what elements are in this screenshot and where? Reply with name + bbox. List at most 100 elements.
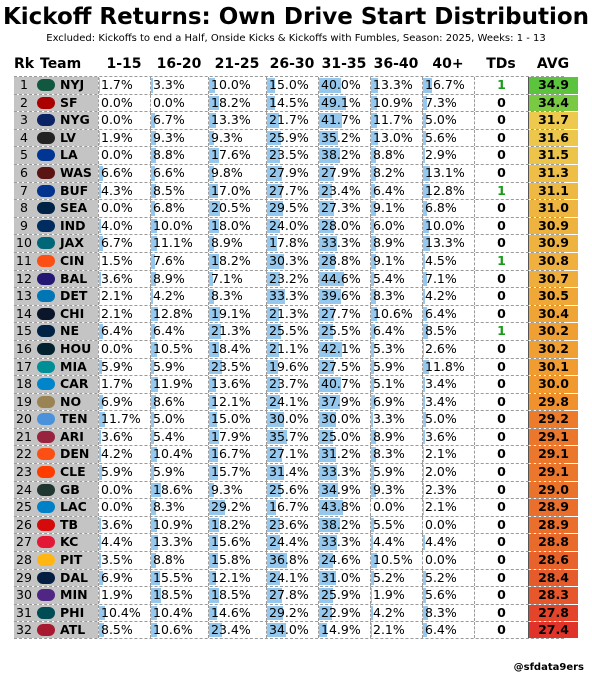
pct-value: 23.6% — [269, 516, 309, 532]
pct-bar — [267, 412, 284, 427]
pct-value: 25.5% — [321, 323, 361, 339]
pct-cell: 41.7% — [318, 112, 370, 129]
pct-bar — [151, 570, 160, 586]
pct-cell: 9.3% — [370, 481, 422, 499]
pct-cell: 2.6% — [422, 340, 474, 358]
table-row: 22 DEN 4.2% 10.4% 16.7% 27.1% 31.2% 8.3% 2.1% 0 29… — [14, 445, 578, 464]
pct-bar — [209, 447, 219, 463]
pct-value: 8.8% — [153, 552, 185, 568]
team-cell: NYG — [34, 112, 98, 129]
td-cell: 0 — [474, 587, 528, 604]
pct-value: 7.1% — [425, 270, 457, 286]
pct-value: 29.2% — [269, 604, 309, 620]
pct-bar — [151, 78, 153, 93]
pct-cell: 21.3% — [266, 305, 318, 323]
pct-cell: 6.4% — [150, 323, 208, 340]
team-cell: DET — [34, 288, 98, 305]
pct-bar — [267, 253, 284, 269]
pct-cell: 25.9% — [266, 129, 318, 147]
pct-cell: 13.3% — [370, 77, 422, 94]
pct-bar — [423, 165, 431, 181]
pct-bar — [151, 113, 155, 128]
pct-cell: 9.3% — [208, 129, 266, 147]
pct-cell: 8.6% — [150, 393, 208, 411]
pct-bar — [209, 341, 220, 357]
team-abbr: DAL — [60, 569, 89, 585]
pct-value: 6.7% — [101, 235, 133, 251]
header-bucket-26-30: 26-30 — [269, 56, 315, 72]
pct-bar — [371, 447, 376, 463]
table-row: 2 SF 0.0% 0.0% 18.2% 14.5% 49.1% 10.9% 7.3% 0 34.4 — [14, 93, 578, 112]
rank-cell: 8 — [14, 200, 34, 217]
rank-cell: 18 — [14, 376, 34, 393]
pct-bar — [319, 78, 341, 93]
pct-bar — [209, 306, 220, 322]
avg-cell: 28.8 — [528, 534, 578, 552]
pct-bar — [151, 535, 159, 551]
pct-bar — [99, 306, 101, 322]
pct-bar — [209, 570, 216, 586]
table-row: 8 SEA 0.0% 6.8% 20.5% 29.5% 27.3% 9.1% 6.8% 0 31.0 — [14, 199, 578, 217]
td-cell: 0 — [474, 534, 528, 552]
pct-bar — [209, 517, 219, 533]
pct-value: 0.0% — [373, 499, 405, 515]
pct-value: 5.9% — [101, 358, 133, 374]
pct-value: 4.0% — [101, 217, 133, 233]
pct-bar — [423, 412, 426, 427]
pct-bar — [209, 412, 218, 427]
pct-bar — [319, 517, 340, 533]
pct-bar — [267, 130, 282, 146]
rank-cell: 20 — [14, 411, 34, 428]
pct-cell: 5.5% — [370, 516, 422, 534]
pct-cell: 12.8% — [422, 182, 474, 200]
team-logo-icon — [37, 237, 55, 250]
pct-value: 30.3% — [269, 252, 309, 268]
pct-value: 5.9% — [373, 464, 405, 480]
avg-cell: 29.1 — [528, 464, 578, 481]
pct-value: 8.5% — [153, 182, 185, 198]
pct-bar — [371, 218, 375, 234]
team-abbr: PIT — [60, 552, 83, 568]
td-cell: 1 — [474, 323, 528, 340]
pct-value: 6.4% — [101, 323, 133, 339]
pct-cell: 6.6% — [98, 164, 150, 182]
pct-value: 16.7% — [425, 77, 465, 92]
pct-cell: 33.3% — [318, 464, 370, 481]
pct-cell: 33.3% — [266, 288, 318, 305]
pct-bar — [371, 341, 374, 357]
pct-cell: 5.6% — [422, 129, 474, 147]
pct-bar — [423, 394, 425, 410]
pct-value: 6.6% — [153, 164, 185, 180]
team-logo-icon — [37, 184, 55, 197]
pct-cell: 5.4% — [370, 270, 422, 288]
td-cell: 0 — [474, 376, 528, 393]
pct-value: 5.0% — [425, 411, 457, 427]
pct-value: 5.2% — [425, 569, 457, 585]
pct-cell: 6.8% — [150, 200, 208, 217]
avg-cell: 30.1 — [528, 358, 578, 376]
team-cell: WAS — [34, 164, 98, 182]
team-logo-icon — [37, 272, 55, 285]
pct-bar — [151, 306, 159, 322]
pct-cell: 2.1% — [370, 622, 422, 638]
pct-value: 5.9% — [153, 464, 185, 480]
pct-bar — [99, 412, 106, 427]
pct-cell: 6.7% — [150, 112, 208, 129]
pct-cell: 24.4% — [266, 534, 318, 552]
table-row: 6 WAS 6.6% 6.6% 9.8% 27.9% 27.9% 8.2% 13.1% 0 31.3 — [14, 163, 578, 182]
team-logo-icon — [37, 430, 55, 443]
pct-bar — [423, 570, 426, 586]
pct-bar — [99, 183, 102, 199]
pct-cell: 4.4% — [98, 534, 150, 552]
pct-bar — [423, 447, 425, 463]
pct-bar — [267, 271, 280, 287]
pct-value: 23.5% — [211, 358, 251, 374]
pct-cell: 9.3% — [208, 481, 266, 499]
pct-bar — [209, 183, 219, 199]
team-abbr: TEN — [60, 411, 88, 427]
pct-cell: 35.2% — [318, 129, 370, 147]
pct-bar — [99, 271, 101, 287]
team-logo-icon — [37, 96, 55, 109]
pct-cell: 2.1% — [98, 288, 150, 305]
team-logo-icon — [37, 166, 55, 179]
